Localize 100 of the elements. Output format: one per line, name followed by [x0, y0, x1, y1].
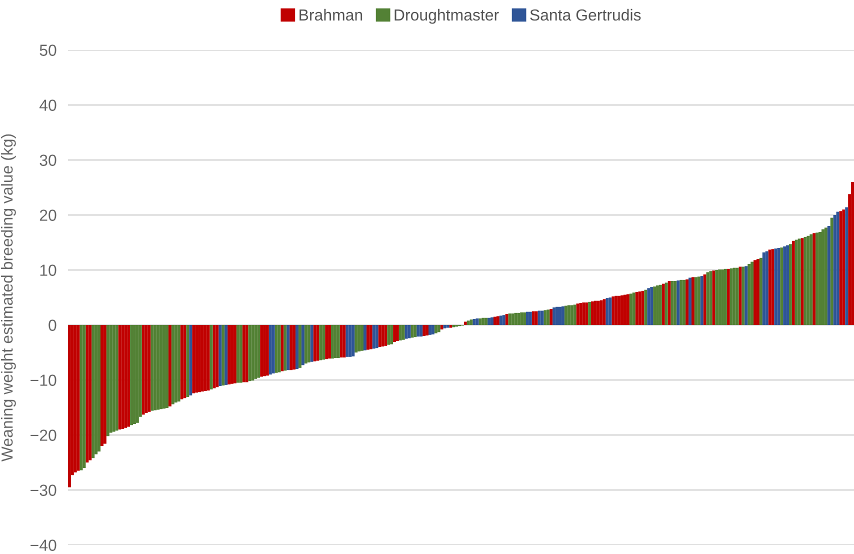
bar — [830, 218, 834, 325]
bar — [118, 325, 122, 430]
bar — [446, 325, 450, 328]
bar — [488, 318, 491, 325]
bar — [242, 325, 246, 382]
bar — [528, 312, 532, 325]
bar — [499, 316, 502, 325]
bar — [340, 325, 343, 358]
bar — [658, 284, 662, 325]
bar — [174, 325, 178, 403]
bar — [570, 305, 574, 325]
bar — [709, 271, 712, 325]
bar — [416, 325, 420, 337]
bar — [381, 325, 384, 346]
bar — [794, 240, 798, 325]
bar — [748, 264, 751, 325]
bar — [632, 292, 636, 325]
bar — [408, 325, 411, 338]
bar — [484, 318, 488, 325]
bar — [786, 245, 789, 325]
bar — [393, 325, 396, 342]
bar — [449, 325, 452, 328]
bar — [494, 316, 496, 325]
bar — [387, 325, 390, 345]
bar — [248, 325, 252, 382]
bar — [360, 325, 364, 351]
bar — [765, 251, 768, 325]
bar — [759, 258, 762, 325]
bar — [310, 325, 314, 362]
bar — [124, 325, 128, 428]
bar — [224, 325, 228, 385]
bar — [218, 325, 222, 386]
bar — [443, 325, 446, 328]
bar — [691, 277, 694, 325]
bar — [816, 232, 819, 325]
y-tick-label: −20 — [30, 430, 56, 441]
bar — [768, 250, 772, 325]
bar — [715, 270, 718, 325]
bar — [810, 234, 813, 325]
bar — [210, 325, 213, 390]
bar — [130, 325, 134, 426]
bar — [204, 325, 207, 391]
bar — [626, 294, 630, 325]
bar — [103, 325, 106, 444]
bar — [121, 325, 124, 429]
bar — [398, 325, 402, 340]
bar — [523, 312, 526, 325]
bar — [546, 310, 550, 325]
bar — [369, 325, 372, 350]
bar — [286, 325, 290, 370]
bar — [268, 325, 272, 374]
bar — [552, 307, 556, 325]
y-axis-title: Weaning weight estimated breeding value (kg) — [1, 134, 16, 462]
bar — [422, 325, 426, 336]
bar — [478, 318, 482, 325]
bar — [724, 268, 727, 325]
bar — [602, 299, 606, 325]
bar — [142, 325, 145, 415]
bar — [754, 260, 756, 325]
bar — [168, 325, 172, 406]
bar — [352, 325, 355, 356]
bar — [490, 317, 494, 325]
bar — [585, 302, 588, 325]
bar — [266, 325, 269, 376]
bar — [160, 325, 163, 410]
bar — [334, 325, 337, 358]
bar — [316, 325, 320, 361]
bar — [88, 325, 92, 460]
bar — [567, 305, 570, 325]
bar — [697, 276, 700, 325]
bar — [437, 325, 440, 332]
bar — [150, 325, 154, 411]
bar — [534, 311, 538, 325]
bar — [550, 309, 553, 325]
y-tick-label: 30 — [40, 154, 56, 166]
bar — [762, 252, 766, 325]
bar — [600, 300, 603, 325]
bar — [576, 304, 580, 325]
bar — [750, 262, 754, 325]
bar — [596, 300, 600, 325]
bar — [680, 280, 683, 325]
bar — [564, 306, 568, 325]
bar — [644, 290, 648, 325]
bar — [845, 207, 848, 325]
bar — [756, 259, 760, 325]
bar — [68, 325, 71, 488]
bar — [517, 312, 520, 325]
bar — [629, 294, 632, 325]
bar — [472, 318, 476, 325]
bar — [532, 311, 535, 325]
bar — [74, 325, 77, 472]
bar — [588, 302, 592, 325]
bar — [812, 233, 816, 325]
bar — [561, 306, 564, 325]
bar — [824, 228, 828, 325]
bar — [390, 325, 394, 344]
bar — [86, 325, 89, 462]
bar — [296, 325, 298, 369]
y-tick-label: 10 — [40, 264, 56, 276]
bar — [526, 312, 529, 325]
